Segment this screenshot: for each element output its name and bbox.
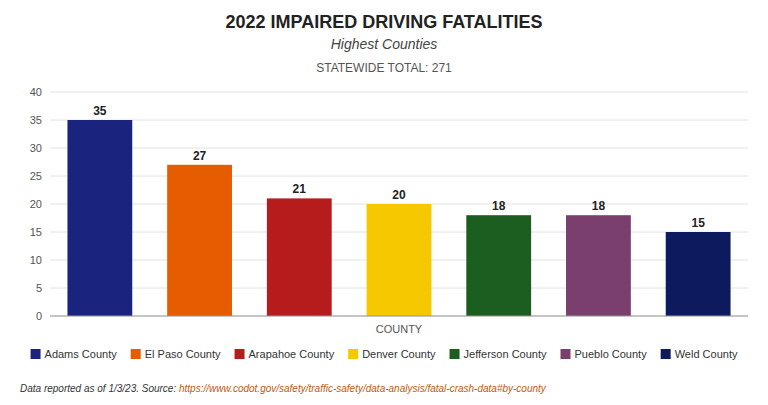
legend-item: Pueblo County [561, 348, 648, 360]
legend-label: Adams County [45, 348, 118, 360]
legend-label: Jefferson County [464, 348, 547, 360]
legend-item: Jefferson County [450, 348, 547, 360]
x-axis-label: COUNTY [376, 323, 423, 335]
legend-item: Adams County [31, 348, 118, 360]
data-label: 20 [392, 188, 406, 202]
footer: Data reported as of 1/3/23. Source: http… [20, 383, 547, 394]
legend-label: El Paso County [145, 348, 221, 360]
bar [466, 215, 531, 316]
bar [267, 198, 332, 316]
y-tick-label: 35 [30, 114, 42, 126]
legend-label: Weld County [675, 348, 738, 360]
footer-url: https://www.codot.gov/safety/traffic-saf… [179, 383, 547, 394]
legend-swatch [235, 349, 245, 359]
bar [167, 165, 232, 316]
y-tick-label: 0 [36, 310, 42, 322]
legend-item: Denver County [348, 348, 436, 360]
footer-text: Data reported as of 1/3/23. Source: [20, 383, 179, 394]
legend-label: Pueblo County [575, 348, 648, 360]
bars [67, 120, 730, 316]
data-label: 35 [93, 104, 107, 118]
y-tick-label: 30 [30, 142, 42, 154]
legend-swatch [131, 349, 141, 359]
data-label: 18 [492, 199, 506, 213]
legend-swatch [561, 349, 571, 359]
y-tick-label: 5 [36, 282, 42, 294]
bar [566, 215, 631, 316]
subtitle: Highest Counties [331, 36, 438, 52]
bar [666, 232, 731, 316]
grid [50, 92, 748, 316]
y-tick-label: 10 [30, 254, 42, 266]
data-label: 21 [293, 182, 307, 196]
legend-item: El Paso County [131, 348, 221, 360]
legend-item: Weld County [661, 348, 738, 360]
y-tick-label: 40 [30, 86, 42, 98]
data-label: 18 [592, 199, 606, 213]
legend-label: Arapahoe County [249, 348, 335, 360]
legend-label: Denver County [362, 348, 436, 360]
title: 2022 IMPAIRED DRIVING FATALITIES [225, 12, 542, 32]
data-labels: 35 27 21 20 18 18 15 [93, 104, 705, 230]
y-tick-label: 25 [30, 170, 42, 182]
legend-swatch [661, 349, 671, 359]
data-label: 27 [193, 149, 207, 163]
grid-line [50, 316, 748, 317]
legend-item: Arapahoe County [235, 348, 335, 360]
grid-line [50, 148, 748, 149]
legend-swatch [31, 349, 41, 359]
legend: Adams County El Paso County Arapahoe Count… [31, 348, 738, 360]
legend-swatch [450, 349, 460, 359]
chart: 2022 IMPAIRED DRIVING FATALITIES Highest … [0, 0, 768, 405]
x-axis-line [50, 316, 748, 317]
bar [367, 204, 432, 316]
legend-swatch [348, 349, 358, 359]
y-tick-label: 20 [30, 198, 42, 210]
grid-line [50, 120, 748, 121]
background [0, 0, 768, 405]
grid-line [50, 92, 748, 93]
grid-line [50, 176, 748, 177]
bar [67, 120, 132, 316]
y-tick-label: 15 [30, 226, 42, 238]
data-label: 15 [691, 216, 705, 230]
annotation: STATEWIDE TOTAL: 271 [316, 61, 452, 75]
